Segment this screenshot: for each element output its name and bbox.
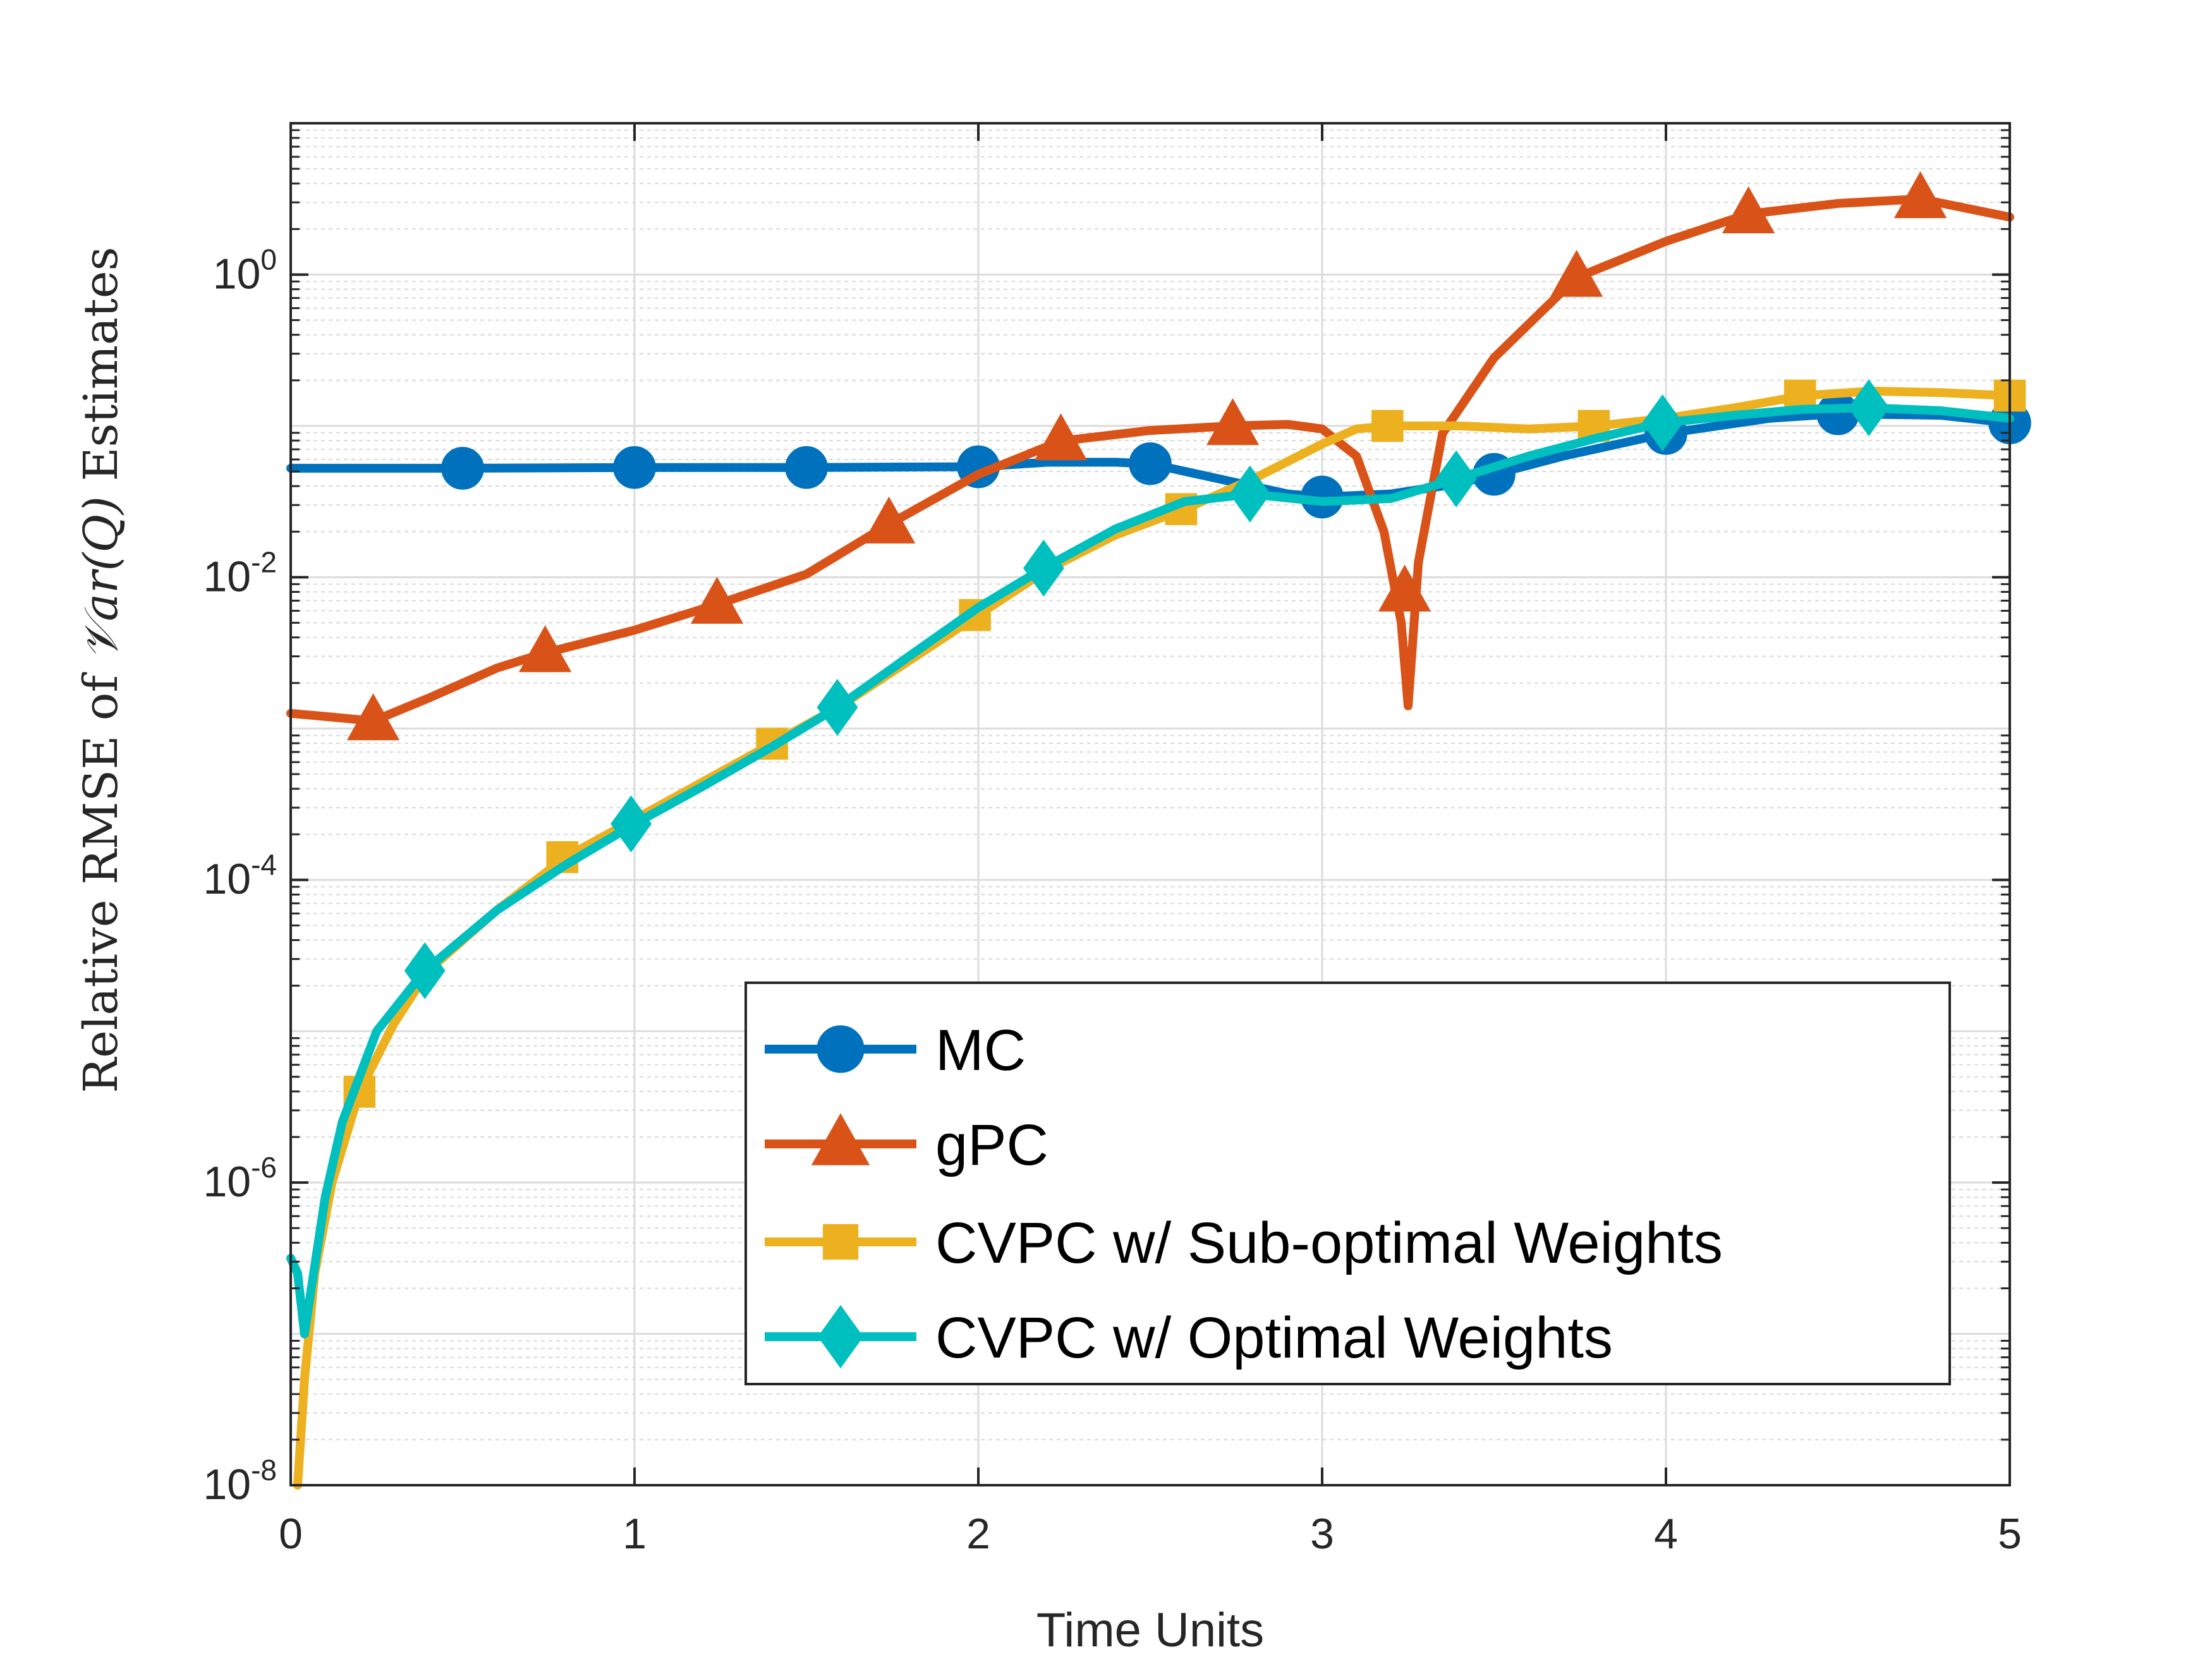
y-axis-label: Relative RMSE of 𝒱ar(Q) Estimates xyxy=(74,246,128,1093)
triangle-marker xyxy=(862,496,916,544)
legend-entry: gPC xyxy=(765,1113,1048,1177)
x-tick-label: 5 xyxy=(1998,1510,2022,1558)
circle-marker xyxy=(1816,392,1859,435)
legend-label: MC xyxy=(935,1018,1026,1083)
circle-marker xyxy=(785,446,828,489)
square-marker xyxy=(1371,410,1404,442)
legend-box xyxy=(744,981,1951,1385)
y-tick-labels: 10-8 10-6 10-4 10-2 100 xyxy=(203,243,277,1509)
x-tick-label: 4 xyxy=(1654,1510,1678,1558)
y-tick-label: 10-6 xyxy=(203,1151,277,1206)
circle-marker xyxy=(441,447,484,490)
x-tick-label: 1 xyxy=(623,1510,647,1558)
legend-label: CVPC w/ Sub-optimal Weights xyxy=(935,1211,1723,1275)
triangle-marker xyxy=(690,576,744,624)
diamond-marker xyxy=(817,1304,864,1369)
triangle-marker xyxy=(811,1113,870,1165)
diamond-marker xyxy=(1848,379,1890,437)
legend-label: CVPC w/ Optimal Weights xyxy=(935,1306,1613,1370)
triangle-marker xyxy=(346,693,400,741)
triangle-marker xyxy=(1722,186,1775,234)
series-gpc xyxy=(286,171,2014,741)
triangle-marker xyxy=(1893,171,1947,219)
plot-series xyxy=(286,171,2031,1490)
diamond-marker xyxy=(611,795,652,853)
axis-ticks xyxy=(289,123,2011,1486)
legend-entry: MC xyxy=(765,1018,1026,1083)
diamond-marker xyxy=(1023,539,1064,597)
x-tick-label: 3 xyxy=(1310,1510,1334,1558)
legend-label: gPC xyxy=(935,1113,1048,1177)
legend: MC gPC CVPC w/ Sub-optimal Weights CVPC w/ … xyxy=(744,981,1951,1385)
series-cvpc-w-optimal-weights xyxy=(286,379,2014,1339)
x-tick-label: 2 xyxy=(966,1510,990,1558)
legend-entry: CVPC w/ Sub-optimal Weights xyxy=(765,1211,1723,1275)
diamond-marker xyxy=(1229,465,1271,523)
y-tick-label: 10-4 xyxy=(203,848,277,903)
y-tick-label: 10-8 xyxy=(203,1454,277,1509)
triangle-marker xyxy=(1034,413,1088,461)
diamond-marker xyxy=(1435,450,1477,507)
diamond-marker xyxy=(1642,394,1684,452)
circle-marker xyxy=(1129,442,1172,485)
circle-marker xyxy=(613,446,656,489)
circle-marker xyxy=(817,1025,865,1073)
y-tick-label: 10-2 xyxy=(203,545,277,600)
axes-box xyxy=(289,122,2011,1486)
x-tick-labels: 0 1 2 3 4 5 xyxy=(279,1510,2022,1558)
triangle-marker xyxy=(1206,398,1260,446)
diamond-marker xyxy=(817,679,858,736)
triangle-marker xyxy=(1550,250,1603,297)
triangle-marker xyxy=(518,625,572,672)
y-tick-label: 100 xyxy=(213,243,277,298)
legend-entry: CVPC w/ Optimal Weights xyxy=(765,1304,1613,1370)
square-marker xyxy=(822,1224,859,1260)
diamond-marker xyxy=(404,942,446,999)
x-axis-label: Time Units xyxy=(1036,1603,1264,1657)
triangle-marker xyxy=(1378,564,1431,612)
x-tick-label: 0 xyxy=(279,1510,303,1558)
